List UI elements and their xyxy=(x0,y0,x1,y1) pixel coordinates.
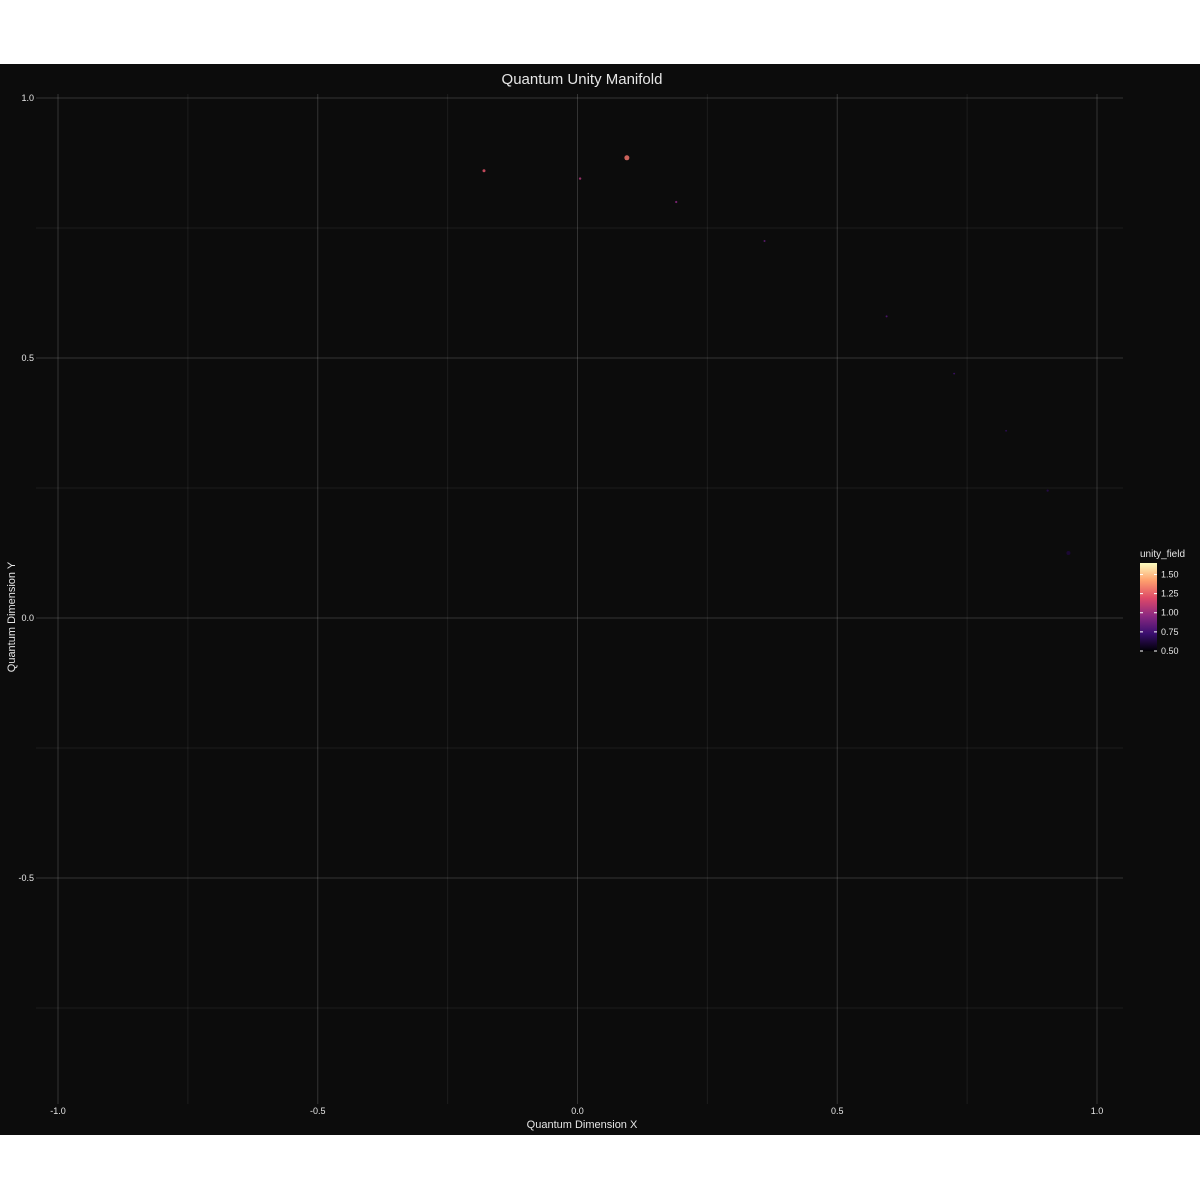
data-point xyxy=(482,169,486,173)
x-tick-label: 1.0 xyxy=(1091,1106,1104,1116)
data-point xyxy=(675,200,678,204)
legend-tick-label: 1.00 xyxy=(1161,608,1179,618)
scatter-chart: -1.0 -0.5 0.0 0.5 1.0 1.0 0.5 0.0 -0.5 Quantum … xyxy=(6,71,1185,1131)
data-point xyxy=(624,155,630,161)
x-tick-label: 0.0 xyxy=(571,1106,584,1116)
y-axis-ticks: 1.0 0.5 0.0 -0.5 xyxy=(18,93,34,883)
data-point xyxy=(763,240,766,242)
y-axis-label: Quantum Dimension Y xyxy=(6,561,18,672)
x-tick-label: -0.5 xyxy=(310,1106,326,1116)
legend-tick-label: 0.75 xyxy=(1161,627,1179,637)
x-tick-label: -1.0 xyxy=(50,1106,66,1116)
data-points xyxy=(482,155,1071,555)
y-tick-label: 0.0 xyxy=(21,613,34,623)
legend-tick-label: 1.25 xyxy=(1161,589,1179,599)
y-tick-label: -0.5 xyxy=(18,873,34,883)
legend-tick-label: 1.50 xyxy=(1161,569,1179,579)
grid xyxy=(36,94,1123,1104)
x-axis-label: Quantum Dimension X xyxy=(527,1119,638,1131)
legend-tick-label: 0.50 xyxy=(1161,646,1179,656)
legend-colorbar xyxy=(1140,563,1157,651)
x-axis-ticks: -1.0 -0.5 0.0 0.5 1.0 xyxy=(50,1106,1103,1116)
chart-title: Quantum Unity Manifold xyxy=(502,71,663,88)
legend-title: unity_field xyxy=(1140,549,1185,560)
data-point xyxy=(953,372,956,375)
data-point xyxy=(1005,429,1007,432)
data-point xyxy=(1046,489,1049,492)
data-point xyxy=(578,177,582,180)
legend-ticks: 1.50 1.25 1.00 0.75 0.50 xyxy=(1140,569,1179,656)
chart-panel: -1.0 -0.5 0.0 0.5 1.0 1.0 0.5 0.0 -0.5 Quantum … xyxy=(0,64,1200,1135)
y-tick-label: 1.0 xyxy=(21,93,34,103)
data-point xyxy=(1066,551,1071,555)
y-tick-label: 0.5 xyxy=(21,353,34,363)
data-point xyxy=(885,315,888,318)
color-legend: unity_field 1.50 1.25 1.00 0.75 0.50 xyxy=(1140,549,1185,656)
x-tick-label: 0.5 xyxy=(831,1106,844,1116)
